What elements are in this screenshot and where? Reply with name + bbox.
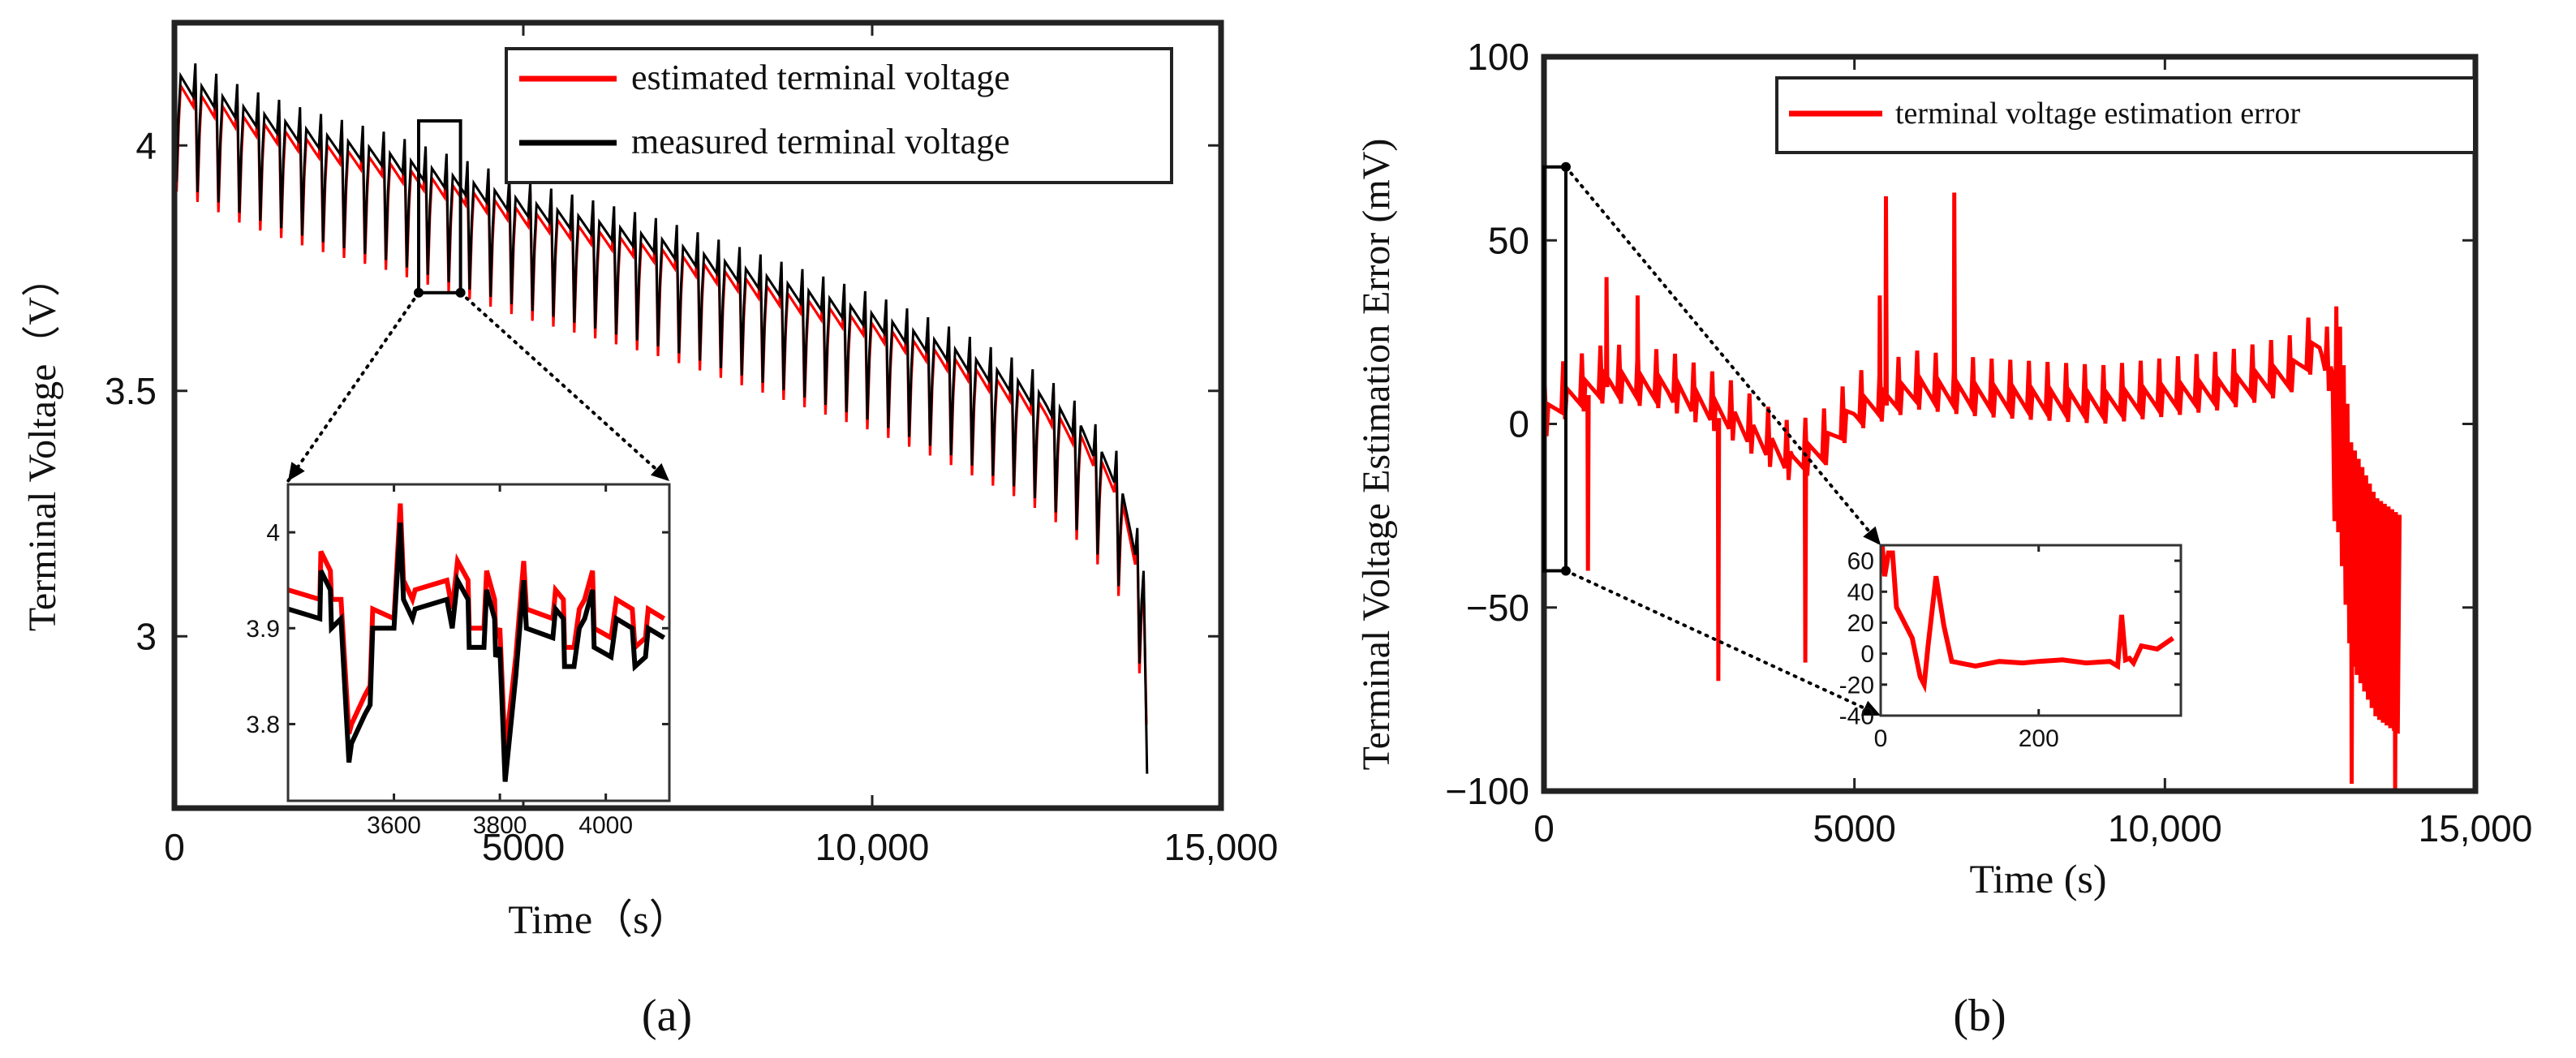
b-inset-y-tick-label: 60 [1847,548,1874,575]
a-inset-measured-line [287,523,666,782]
b-inset-frame [1879,544,2183,717]
a-legend-label-measured: measured terminal voltage [631,122,1010,161]
b-legend-label-error: terminal voltage estimation error [1895,97,2300,131]
b-legend-box [1775,76,2476,154]
b-inset-error-line [1879,544,2174,694]
a-inset-x-tick-label: 3600 [367,812,421,839]
a-legend-box [505,47,1173,184]
a-inset-x-tick-label: 4000 [578,812,633,839]
b-inset-y-tick-label: 40 [1847,579,1874,606]
b-x-axis-label: Time (s) [1969,856,2106,901]
b-inset-y-tick-label: -40 [1839,703,1874,730]
b-x-tick-label: 15,000 [2419,807,2533,849]
a-zoom-connector-left [286,290,420,483]
a-x-tick-label: 5000 [482,826,565,868]
b-inset-x-tick-label: 0 [1874,725,1888,752]
a-zoom-connector-right [458,290,671,483]
a-inset-y-tick-label: 3.8 [246,712,280,738]
a-x-axis-label: Time（s） [508,897,689,942]
a-legend: estimated terminal voltage measured term… [505,47,1173,184]
b-inset-y-tick-label: 0 [1860,641,1874,668]
a-y-tick-label: 3.5 [105,370,157,412]
a-inset-tick-labels: 3600 3800 4000 3.8 3.9 4 [246,520,633,839]
a-inset-ticks [288,484,669,801]
b-y-tick-label: −50 [1466,587,1529,629]
b-error-line [1542,56,2402,792]
b-tick-labels: 0 5000 10,000 15,000 −100 −50 0 50 100 [1445,36,2532,849]
panel-a: 0 5000 10,000 15,000 3 3.5 4 3600 3800 4000 3.8 3.… [21,19,1278,1041]
b-connector-arrowhead-bottom [1860,700,1881,716]
b-y-tick-label: 100 [1467,36,1529,78]
a-y-axis-label: Terminal Voltage（V） [21,258,64,631]
a-measured-line [173,53,1149,774]
a-inset-chart: 3600 3800 4000 3.8 3.9 4 [246,483,671,839]
b-x-tick-label: 5000 [1813,807,1895,849]
b-y-tick-label: 0 [1508,403,1529,445]
a-legend-label-estimated: estimated terminal voltage [631,58,1010,97]
b-inset-x-tick-label: 200 [2019,725,2059,752]
a-y-tick-label: 4 [135,124,157,166]
a-inset-y-tick-label: 4 [266,520,280,547]
a-x-tick-label: 15,000 [1164,826,1279,868]
a-tick-labels: 0 5000 10,000 15,000 3 3.5 4 [105,124,1278,868]
a-inset-y-tick-label: 3.9 [246,616,280,643]
b-panel-label: (b) [1953,991,2006,1041]
b-x-tick-label: 10,000 [2108,807,2222,849]
b-zoom-box [1542,165,1568,573]
b-connector-arrowhead-top [1863,526,1881,545]
a-panel-label: (a) [642,991,692,1041]
b-x-tick-label: 0 [1533,807,1555,849]
b-y-tick-label: 50 [1488,219,1529,261]
a-x-tick-label: 10,000 [815,826,930,868]
a-y-tick-label: 3 [135,615,157,657]
b-y-tick-label: −100 [1445,770,1529,812]
a-x-tick-label: 0 [164,826,185,868]
a-zoom-box [417,119,462,295]
a-series-group [173,53,1149,808]
b-inset-y-tick-label: 20 [1847,610,1874,637]
a-connector-arrowhead-left [288,462,305,481]
b-zoom-connector-top [1563,165,1882,547]
a-connector-arrowhead-right [650,462,669,481]
b-zoom-connector-bottom [1563,569,1882,717]
b-y-axis-label: Terminal Voltage Estimation Error (mV) [1355,139,1398,771]
a-inset-frame [286,483,671,802]
a-plot-frame [171,19,1224,811]
b-inset-y-tick-label: -20 [1839,672,1874,699]
b-legend: terminal voltage estimation error [1775,76,2476,154]
a-inset-x-tick-label: 3800 [473,812,527,839]
